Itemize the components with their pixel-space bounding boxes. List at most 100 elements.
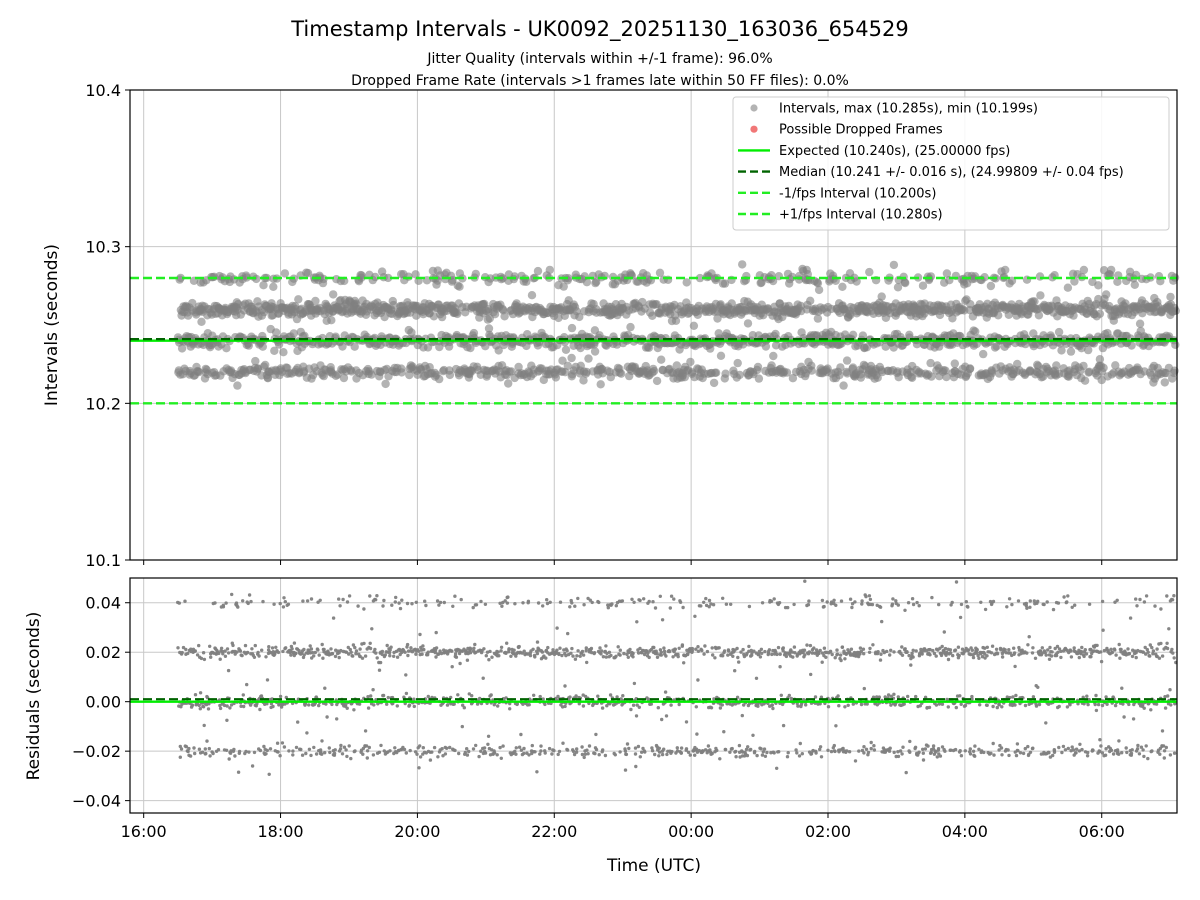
data-point — [625, 742, 630, 746]
data-point — [1059, 649, 1063, 653]
data-point — [251, 356, 260, 366]
data-point — [250, 764, 255, 768]
intervals-x-ticks — [143, 560, 1103, 565]
data-point — [365, 756, 369, 760]
data-point — [865, 702, 869, 706]
data-point — [910, 597, 915, 601]
data-point — [631, 655, 635, 659]
data-point — [798, 741, 802, 746]
data-point — [243, 643, 248, 648]
data-point — [860, 602, 864, 606]
data-point — [769, 351, 778, 361]
data-point — [471, 605, 475, 610]
data-point — [723, 747, 728, 752]
data-point — [305, 599, 310, 603]
data-point — [918, 704, 922, 708]
data-point — [276, 750, 280, 754]
data-point — [804, 703, 808, 707]
data-point — [948, 648, 953, 652]
data-point — [373, 647, 377, 652]
data-point — [817, 651, 821, 656]
data-point — [614, 654, 618, 658]
data-point — [638, 598, 642, 603]
data-point — [225, 704, 229, 708]
data-point — [712, 697, 716, 701]
data-point — [806, 296, 815, 305]
data-point — [503, 599, 507, 603]
data-point — [461, 703, 465, 707]
data-point — [528, 653, 533, 658]
data-point — [302, 647, 306, 652]
data-point — [669, 703, 673, 707]
data-point — [323, 686, 327, 690]
data-point — [224, 601, 228, 605]
data-point — [735, 370, 744, 380]
data-point — [970, 648, 974, 652]
data-point — [487, 658, 491, 662]
data-point — [1013, 664, 1017, 669]
data-point — [378, 660, 383, 665]
data-point — [561, 368, 570, 377]
data-point — [805, 643, 809, 647]
data-point — [486, 734, 491, 738]
data-point — [380, 652, 384, 657]
data-point — [496, 704, 500, 708]
data-point — [270, 646, 275, 650]
data-point — [296, 720, 300, 724]
data-point — [1046, 648, 1050, 652]
data-point — [588, 598, 592, 602]
data-point — [696, 678, 700, 682]
data-point — [694, 647, 698, 651]
data-point — [230, 592, 234, 597]
data-point — [726, 653, 730, 657]
data-point — [432, 745, 437, 750]
data-point — [407, 703, 412, 707]
data-point — [388, 654, 392, 658]
data-point — [957, 653, 961, 658]
data-point — [186, 651, 190, 656]
data-point — [507, 367, 516, 376]
data-point — [791, 655, 795, 659]
data-point — [758, 655, 763, 659]
data-point — [538, 694, 542, 699]
data-point — [803, 653, 807, 657]
data-point — [227, 757, 231, 761]
data-point — [710, 646, 714, 650]
data-point — [499, 649, 503, 653]
data-point — [633, 752, 638, 756]
data-point — [389, 645, 393, 649]
data-point — [720, 703, 724, 707]
data-point — [1013, 703, 1017, 707]
data-point — [504, 651, 508, 655]
data-point — [858, 652, 862, 656]
data-point — [252, 655, 257, 659]
data-point — [397, 368, 406, 377]
data-point — [320, 739, 324, 743]
data-point — [1023, 746, 1027, 751]
data-point — [653, 752, 657, 757]
data-point — [202, 723, 206, 728]
intervals-panel: 10.110.210.310.4 Intervals (seconds) Int… — [42, 81, 1181, 570]
data-point — [492, 751, 497, 755]
data-point — [213, 601, 217, 605]
data-point — [1063, 748, 1068, 752]
data-point — [526, 599, 531, 603]
data-point — [539, 744, 543, 748]
data-point — [760, 651, 764, 655]
data-point — [877, 292, 886, 301]
data-point — [869, 740, 873, 745]
data-point — [966, 605, 970, 609]
data-point — [680, 643, 685, 647]
data-point — [270, 697, 274, 701]
data-point — [304, 751, 308, 756]
data-point — [482, 647, 486, 651]
data-point — [333, 654, 338, 659]
data-point — [936, 747, 941, 751]
data-point — [206, 707, 211, 711]
data-point — [943, 749, 947, 753]
data-point — [660, 752, 665, 757]
data-point — [587, 744, 592, 748]
data-point — [550, 752, 554, 756]
data-point — [1127, 341, 1136, 350]
data-point — [715, 748, 719, 753]
